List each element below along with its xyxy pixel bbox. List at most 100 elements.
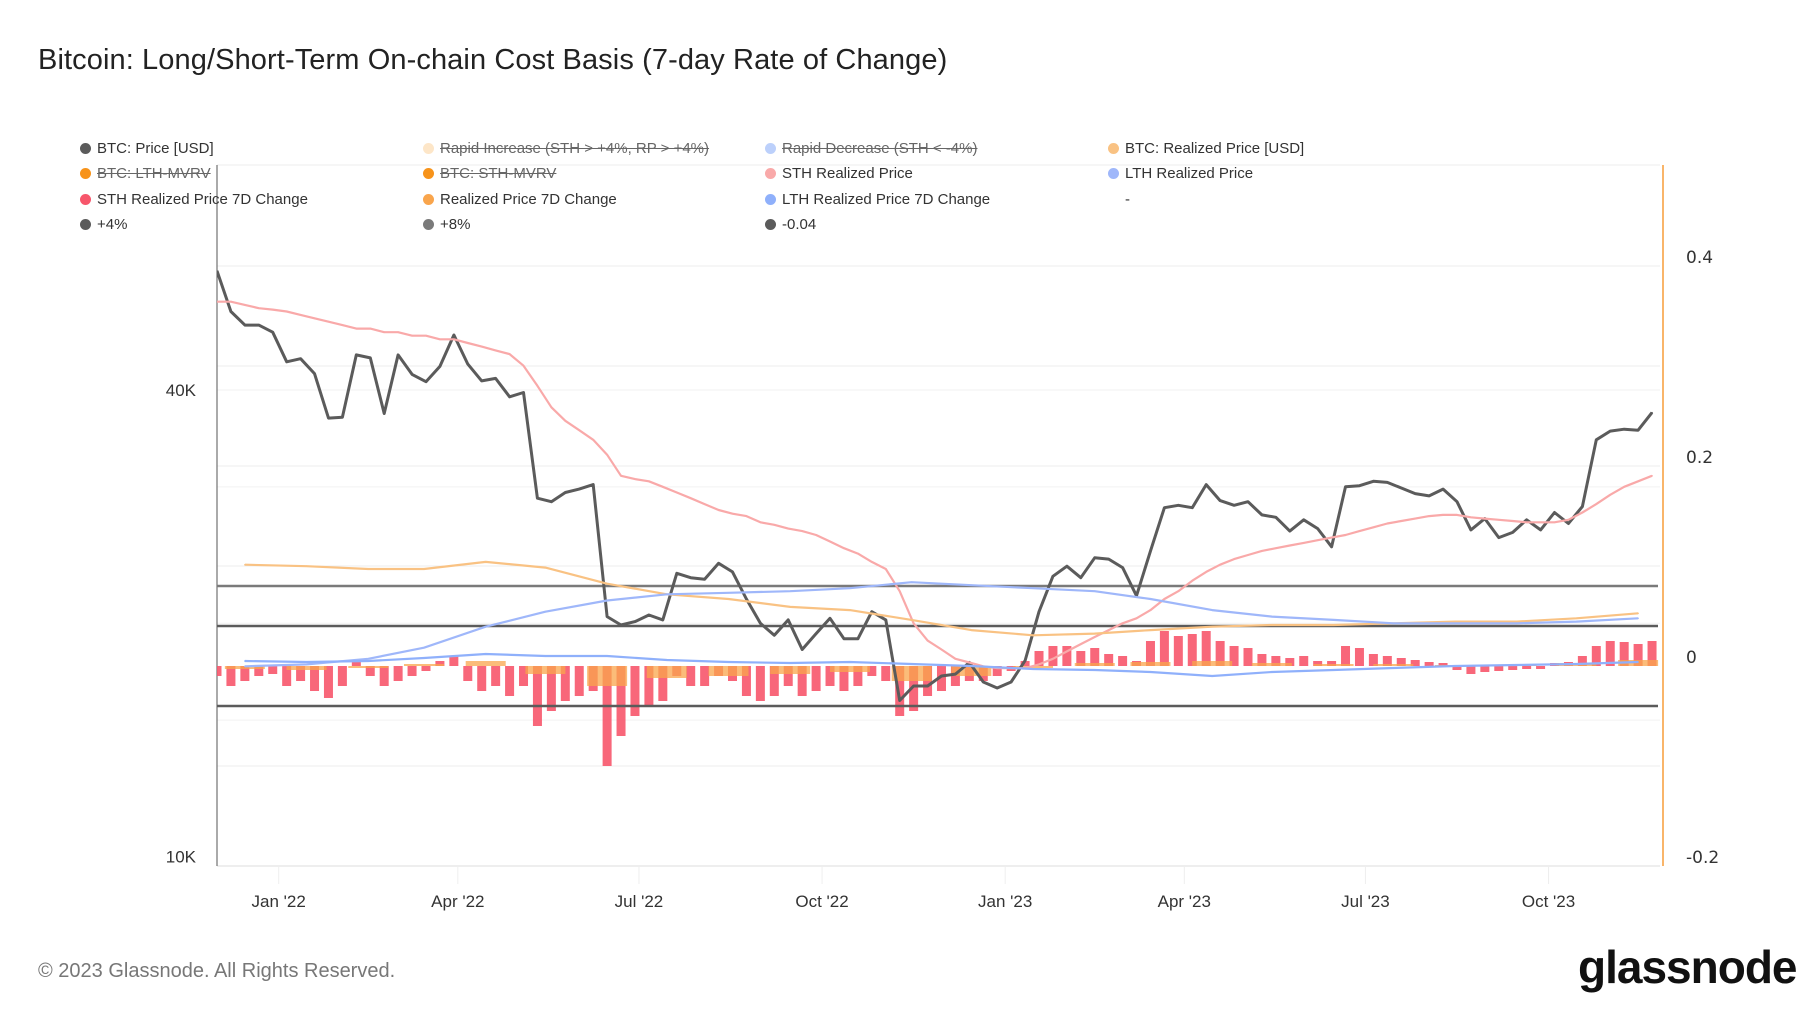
bar-sth-realized-price-7d-change: [1341, 646, 1351, 666]
point-sth-realized-price: [843, 547, 845, 549]
point-sth-realized-price: [1093, 636, 1096, 638]
point-btc-price-usd: [1177, 504, 1180, 507]
point-btc-price-usd: [1637, 429, 1639, 431]
point-lth-realized-price-7d-change: [244, 660, 246, 662]
point-btc-realized-price-usd: [970, 629, 973, 631]
point-btc-realized-price-usd: [1211, 625, 1213, 628]
bar-sth-realized-price-7d-change: [546, 666, 556, 711]
point-lth-realized-price-7d-change: [544, 655, 547, 657]
legend-item[interactable]: BTC: STH-MVRV: [423, 165, 556, 182]
legend-item[interactable]: BTC: Price [USD]: [80, 140, 214, 157]
bar-sth-realized-price-7d-change: [1145, 641, 1155, 666]
bar-sth-realized-price-7d-change: [1257, 654, 1267, 666]
bar-sth-realized-price-7d-change: [1424, 662, 1434, 666]
legend-item[interactable]: Rapid Increase (STH > +4%, RP > +4%): [423, 140, 709, 157]
point-btc-realized-price-usd: [1149, 629, 1152, 631]
legend-label: LTH Realized Price: [1125, 165, 1254, 182]
legend-item[interactable]: BTC: LTH-MVRV: [80, 165, 211, 182]
bar-sth-realized-price-7d-change: [644, 666, 654, 706]
bar-realized-price-7d-change: [951, 666, 992, 676]
bar-sth-realized-price-7d-change: [755, 666, 765, 701]
point-btc-price-usd: [439, 365, 441, 368]
point-btc-price-usd: [1344, 486, 1347, 488]
legend-item[interactable]: STH Realized Price 7D Change: [80, 191, 308, 208]
point-lth-realized-price-7d-change: [1271, 671, 1273, 673]
point-lth-realized-price-7d-change: [367, 660, 370, 662]
point-sth-realized-price: [968, 661, 971, 664]
legend-item[interactable]: STH Realized Price: [765, 165, 913, 182]
point-sth-realized-price: [257, 307, 260, 310]
point-btc-price-usd: [759, 622, 762, 625]
point-sth-realized-price: [1080, 643, 1082, 645]
point-btc-price-usd: [1400, 487, 1403, 489]
bar-realized-price-7d-change: [286, 666, 327, 670]
x-tick-label: Oct '23: [1522, 892, 1575, 911]
x-tick-label: Apr '23: [1158, 892, 1211, 911]
point-sth-realized-price: [1497, 519, 1500, 521]
point-sth-realized-price: [1484, 517, 1486, 520]
point-btc-price-usd: [397, 354, 399, 356]
legend-item[interactable]: Realized Price 7D Change: [423, 191, 617, 208]
point-sth-realized-price: [940, 648, 943, 651]
point-btc-price-usd: [411, 373, 413, 376]
point-btc-realized-price-usd: [1032, 634, 1034, 637]
point-btc-price-usd: [982, 681, 985, 683]
legend-item[interactable]: -: [1108, 191, 1130, 208]
bar-realized-price-7d-change: [224, 666, 265, 669]
point-btc-price-usd: [731, 571, 734, 573]
bar-sth-realized-price-7d-change: [1173, 636, 1183, 666]
point-btc-realized-price-usd: [727, 598, 730, 600]
glassnode-logo: glassnode: [1578, 941, 1798, 993]
legend-item[interactable]: BTC: Realized Price [USD]: [1108, 140, 1304, 157]
point-btc-price-usd: [1595, 438, 1598, 441]
point-lth-realized-price: [244, 665, 246, 668]
point-sth-realized-price: [1302, 542, 1305, 544]
point-btc-realized-price-usd: [367, 568, 370, 570]
bar-sth-realized-price-7d-change: [323, 666, 333, 698]
legend-dot-icon: [423, 143, 434, 154]
legend-item[interactable]: +4%: [80, 216, 127, 233]
legend-item[interactable]: LTH Realized Price: [1108, 165, 1253, 182]
point-lth-realized-price-7d-change: [305, 661, 308, 663]
legend-item[interactable]: +8%: [423, 216, 470, 233]
point-btc-price-usd: [536, 497, 539, 500]
legend-item[interactable]: Rapid Decrease (STH < -4%): [765, 140, 977, 157]
point-btc-price-usd: [1261, 514, 1263, 516]
point-sth-realized-price: [1386, 522, 1389, 525]
legend-label: BTC: STH-MVRV: [440, 165, 557, 182]
x-tick-label: Apr '22: [431, 892, 484, 911]
bar-realized-price-7d-change: [1251, 663, 1292, 666]
point-sth-realized-price: [634, 478, 636, 480]
point-btc-realized-price-usd: [544, 566, 547, 569]
bar-sth-realized-price-7d-change: [1187, 634, 1197, 666]
legend-item[interactable]: LTH Realized Price 7D Change: [765, 191, 990, 208]
point-sth-realized-price: [1247, 554, 1249, 556]
point-btc-price-usd: [1149, 550, 1152, 552]
point-btc-price-usd: [244, 324, 246, 326]
legend-item[interactable]: -0.04: [765, 216, 816, 233]
bar-realized-price-7d-change: [525, 666, 566, 674]
point-sth-realized-price: [1191, 579, 1194, 582]
point-btc-price-usd: [1442, 488, 1444, 490]
bar-sth-realized-price-7d-change: [477, 666, 487, 691]
point-btc-price-usd: [466, 363, 469, 365]
point-sth-realized-price: [954, 657, 957, 660]
point-btc-realized-price-usd: [910, 619, 913, 621]
point-sth-realized-price: [675, 491, 678, 494]
point-btc-price-usd: [703, 578, 706, 580]
bar-sth-realized-price-7d-change: [217, 666, 222, 676]
point-sth-realized-price: [1121, 622, 1124, 625]
bar-sth-realized-price-7d-change: [895, 666, 905, 716]
point-btc-price-usd: [1010, 681, 1012, 683]
point-lth-realized-price: [1093, 590, 1096, 593]
point-sth-realized-price: [662, 486, 664, 488]
bar-sth-realized-price-7d-change: [1522, 666, 1532, 669]
bar-sth-realized-price-7d-change: [1382, 656, 1392, 666]
point-sth-realized-price: [592, 438, 594, 441]
point-sth-realized-price: [1219, 563, 1221, 566]
point-sth-realized-price: [1316, 539, 1319, 542]
point-btc-price-usd: [634, 620, 636, 623]
point-btc-price-usd: [843, 637, 845, 640]
point-sth-realized-price: [1177, 590, 1180, 593]
legend-dot-icon: [423, 194, 434, 205]
